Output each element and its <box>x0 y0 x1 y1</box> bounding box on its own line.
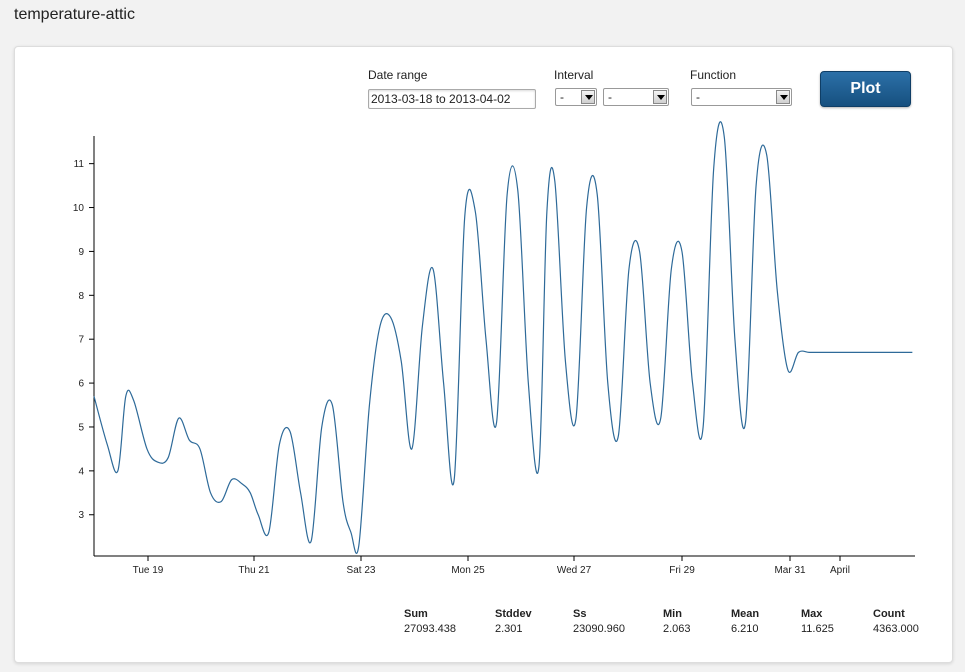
stat-max: Max 11.625 <box>801 608 834 635</box>
y-tick-label: 6 <box>78 379 84 390</box>
x-tick-label: Thu 21 <box>238 565 270 576</box>
chevron-down-icon <box>776 90 790 104</box>
stat-label: Min <box>663 608 682 620</box>
x-tick-label: Fri 29 <box>669 565 695 576</box>
series-group <box>93 121 913 554</box>
plot-panel: Date range Interval - - Function - Plot <box>14 46 953 663</box>
stat-value: 6.210 <box>731 623 759 635</box>
stat-label: Ss <box>573 608 587 620</box>
x-tick-label: Wed 27 <box>557 565 592 576</box>
y-tick-label: 3 <box>78 510 84 521</box>
y-tick-label: 4 <box>78 466 84 477</box>
y-tick-label: 5 <box>78 422 84 433</box>
stat-label: Sum <box>404 608 428 620</box>
stat-stddev: Stddev 2.301 <box>495 608 532 635</box>
page-title: temperature-attic <box>14 6 135 23</box>
stat-label: Stddev <box>495 608 532 620</box>
y-tick-label: 7 <box>78 335 84 346</box>
chevron-down-icon <box>653 90 667 104</box>
date-range-label: Date range <box>368 68 428 82</box>
stat-value: 27093.438 <box>404 623 456 635</box>
stat-mean: Mean 6.210 <box>731 608 759 635</box>
interval-label: Interval <box>554 68 594 82</box>
function-label: Function <box>690 68 737 82</box>
x-tick-label: Tue 19 <box>133 565 164 576</box>
function-select-value: - <box>696 90 700 104</box>
interval-select-2-value: - <box>608 90 612 104</box>
x-axis: Tue 19 Thu 21 Sat 23 Mon 25 Wed 27 Fri 29 Mar … <box>94 555 915 576</box>
y-tick-label: 9 <box>78 247 84 258</box>
interval-select-2[interactable]: - <box>603 88 669 106</box>
stat-value: 11.625 <box>801 623 834 635</box>
y-tick-label: 11 <box>74 159 85 170</box>
series-line <box>93 121 913 554</box>
x-tick-label: April <box>830 565 850 576</box>
y-tick-label: 10 <box>73 203 85 214</box>
function-select[interactable]: - <box>691 88 792 106</box>
x-tick-label: Mar 31 <box>774 565 806 576</box>
chevron-down-icon <box>581 90 595 104</box>
y-axis: 3 4 5 6 7 8 9 10 11 <box>73 136 95 556</box>
plot-button[interactable]: Plot <box>820 71 911 107</box>
y-tick-label: 8 <box>78 291 84 302</box>
stat-min: Min 2.063 <box>663 608 691 635</box>
x-tick-label: Mon 25 <box>451 565 485 576</box>
stat-label: Mean <box>731 608 760 620</box>
interval-select-1-value: - <box>560 90 564 104</box>
interval-select-1[interactable]: - <box>555 88 597 106</box>
stat-value: 23090.960 <box>573 623 625 635</box>
stat-sum: Sum 27093.438 <box>404 608 456 635</box>
stat-count: Count 4363.000 <box>873 608 919 635</box>
x-tick-label: Sat 23 <box>347 565 376 576</box>
date-range-input[interactable] <box>368 89 536 109</box>
stat-label: Max <box>801 608 823 620</box>
stat-value: 2.301 <box>495 623 523 635</box>
stat-label: Count <box>873 608 905 620</box>
stat-ss: Ss 23090.960 <box>573 608 625 635</box>
stat-value: 4363.000 <box>873 623 919 635</box>
stat-value: 2.063 <box>663 623 691 635</box>
